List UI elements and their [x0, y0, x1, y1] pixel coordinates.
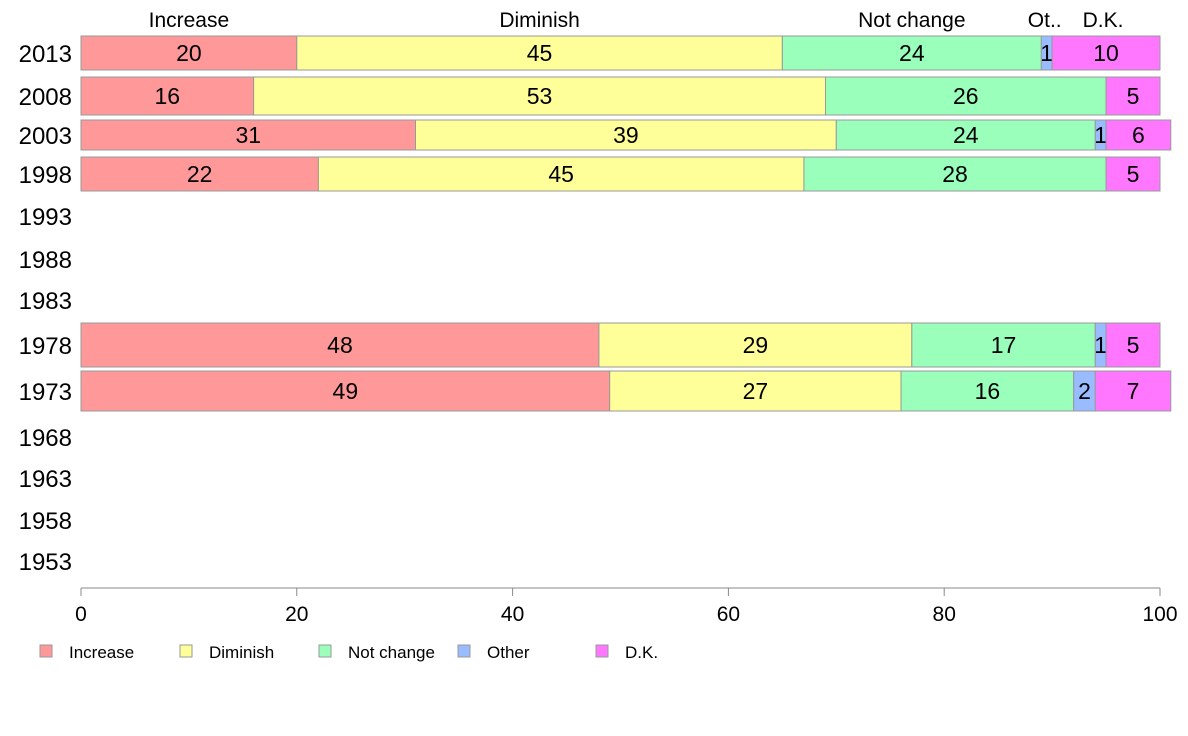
- bar-2003-d-k-: [1105, 119, 1172, 151]
- data-label-1998-increase: 22: [187, 161, 213, 187]
- bar-1998-not-change: [803, 156, 1107, 192]
- y-tick-label-1953: 1953: [19, 549, 72, 576]
- y-tick-label-1958: 1958: [19, 508, 72, 535]
- data-label-1998-diminish: 45: [548, 161, 574, 187]
- bar-1973-d-k-: [1094, 370, 1172, 412]
- top-label-diminish: Diminish: [499, 9, 580, 32]
- bar-1998-d-k-: [1105, 156, 1161, 192]
- top-label-other: Ot..: [1028, 9, 1062, 32]
- bar-2008-increase: [80, 76, 255, 116]
- x-tick-label-80: 80: [933, 603, 956, 626]
- data-label-1998-not-change: 28: [942, 161, 968, 187]
- y-tick-label-2013: 2013: [19, 41, 72, 68]
- top-label-d-k-: D.K.: [1083, 9, 1124, 32]
- data-label-1973-increase: 49: [333, 378, 359, 404]
- bar-2013-diminish: [296, 35, 783, 71]
- legend-item-not-change: Not change: [318, 643, 435, 662]
- data-label-2003-increase: 31: [235, 122, 261, 148]
- data-label-1978-other: 1: [1094, 332, 1107, 358]
- x-tick-label-20: 20: [285, 603, 308, 626]
- top-label-increase: Increase: [149, 9, 230, 32]
- data-label-2008-diminish: 53: [527, 83, 553, 109]
- x-tick-label-60: 60: [717, 603, 740, 626]
- x-tick-label-0: 0: [75, 603, 87, 626]
- y-tick-label-1993: 1993: [19, 204, 72, 231]
- bar-2003-increase: [80, 119, 416, 151]
- data-label-1978-increase: 48: [327, 332, 353, 358]
- data-label-2003-diminish: 39: [613, 122, 639, 148]
- legend-item-increase: Increase: [39, 643, 134, 662]
- data-label-2003-not-change: 24: [953, 122, 979, 148]
- y-tick-label-1978: 1978: [19, 333, 72, 360]
- data-label-2013-not-change: 24: [899, 40, 925, 66]
- data-label-2013-other: 1: [1040, 40, 1053, 66]
- x-tick-label-40: 40: [501, 603, 524, 626]
- legend-swatch: [318, 644, 332, 658]
- bar-1998-diminish: [317, 156, 805, 192]
- bar-2013-d-k-: [1051, 35, 1161, 71]
- top-label-not-change: Not change: [858, 9, 965, 32]
- y-tick-label-1983: 1983: [19, 288, 72, 315]
- y-tick-label-1998: 1998: [19, 162, 72, 189]
- legend-label: D.K.: [625, 643, 658, 662]
- bar-1978-increase: [80, 322, 600, 368]
- data-label-2003-d-k-: 6: [1132, 122, 1145, 148]
- data-label-1978-d-k-: 5: [1127, 332, 1140, 358]
- legend-swatch: [595, 644, 609, 658]
- legend-item-other: Other: [457, 643, 530, 662]
- bar-1973-increase: [80, 370, 611, 412]
- legend-label: Diminish: [209, 643, 274, 662]
- bar-1973-diminish: [609, 370, 902, 412]
- data-label-2008-d-k-: 5: [1127, 83, 1140, 109]
- x-tick-label-100: 100: [1142, 603, 1177, 626]
- top-labels: Increase Diminish Not change Ot.. D.K.: [149, 9, 1124, 32]
- data-label-2008-not-change: 26: [953, 83, 979, 109]
- legend-item-d-k-: D.K.: [595, 643, 658, 662]
- y-tick-label-1988: 1988: [19, 247, 72, 274]
- data-label-1978-diminish: 29: [743, 332, 769, 358]
- data-label-1998-d-k-: 5: [1127, 161, 1140, 187]
- data-label-1978-not-change: 17: [991, 332, 1017, 358]
- data-label-2013-d-k-: 10: [1093, 40, 1119, 66]
- data-label-1973-diminish: 27: [743, 378, 769, 404]
- data-label-1973-other: 2: [1078, 378, 1091, 404]
- legend: Increase Diminish Not change Other D.K.: [39, 643, 658, 662]
- bar-2003-diminish: [414, 119, 837, 151]
- legend-label: Increase: [69, 643, 134, 662]
- bar-2008-d-k-: [1105, 76, 1161, 116]
- data-label-2013-diminish: 45: [527, 40, 553, 66]
- bar-2013-increase: [80, 35, 298, 71]
- legend-label: Other: [487, 643, 530, 662]
- legend-swatch: [39, 644, 53, 658]
- y-tick-label-2008: 2008: [19, 84, 72, 111]
- bar-1973-not-change: [900, 370, 1075, 412]
- bar-1998-increase: [80, 156, 319, 192]
- legend-item-diminish: Diminish: [179, 643, 274, 662]
- y-tick-label-1973: 1973: [19, 379, 72, 406]
- bar-2008-not-change: [825, 76, 1107, 116]
- data-label-2013-increase: 20: [176, 40, 202, 66]
- y-tick-label-1968: 1968: [19, 425, 72, 452]
- data-label-2008-increase: 16: [155, 83, 181, 109]
- legend-swatch: [457, 644, 471, 658]
- bar-2013-not-change: [781, 35, 1042, 71]
- data-label-1973-d-k-: 7: [1127, 378, 1140, 404]
- legend-label: Not change: [348, 643, 435, 662]
- y-tick-label-2003: 2003: [19, 123, 72, 150]
- y-tick-labels: 2013 2008 2003 1998 1993 1988 1983 1978 1973 1968…: [19, 41, 72, 576]
- bar-2008-diminish: [253, 76, 827, 116]
- bar-1978-d-k-: [1105, 322, 1161, 368]
- legend-swatch: [179, 644, 193, 658]
- bar-1978-not-change: [911, 322, 1096, 368]
- y-tick-label-1963: 1963: [19, 466, 72, 493]
- data-label-2003-other: 1: [1094, 122, 1107, 148]
- bar-1978-diminish: [598, 322, 913, 368]
- bar-2003-not-change: [835, 119, 1096, 151]
- x-axis: 0 20 40 60 80 100: [75, 587, 1178, 626]
- data-label-1973-not-change: 16: [975, 378, 1001, 404]
